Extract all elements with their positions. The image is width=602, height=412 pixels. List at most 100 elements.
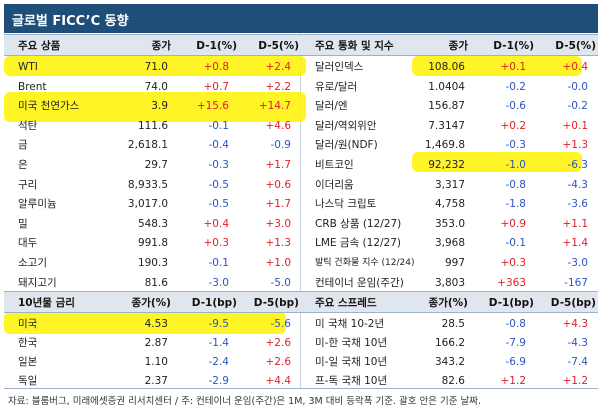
rates-header: 10년물 금리 종가(%) D-1(bp) D-5(bp): [4, 291, 301, 313]
row-d1: -0.1: [208, 119, 230, 132]
row-d1: -0.8: [505, 178, 527, 191]
row-name: 미-한 국채 10년: [315, 337, 388, 349]
table-row: 일본 1.10 -2.4 +2.6: [4, 351, 301, 373]
row-d1: -1.4: [208, 337, 230, 349]
row-close: 3.9: [151, 100, 168, 113]
row-close: 92,232: [428, 159, 465, 171]
row-d5: +0.1: [562, 119, 589, 132]
row-name: 나스닥 크립토: [315, 198, 377, 211]
row-close: 7.3147: [428, 119, 465, 132]
highlight-us-rate: [4, 312, 286, 334]
row-d5: +1.7: [265, 159, 292, 171]
row-close: 81.6: [144, 276, 168, 289]
highlight-natgas: [4, 92, 306, 122]
row-close: 3,968: [434, 237, 465, 250]
row-close: 1.0404: [428, 80, 465, 93]
row-d1: +15.6: [196, 100, 229, 113]
row-d1: +0.9: [500, 217, 527, 230]
row-d5: -4.3: [567, 337, 589, 349]
row-close: 4.53: [144, 318, 168, 330]
header-close: 종가(%): [428, 297, 468, 309]
row-close: 353.0: [434, 217, 465, 230]
row-d5: +1.1: [562, 217, 589, 230]
row-d1: -1.0: [505, 159, 527, 171]
row-d5: +2.6: [265, 337, 292, 349]
bottom-rule: [4, 388, 598, 389]
row-d1: -3.0: [208, 276, 230, 289]
row-d5: -6.3: [567, 159, 589, 171]
row-name: 프-독 국채 10년: [315, 375, 388, 387]
row-d1: -0.5: [208, 178, 230, 191]
row-d5: +14.7: [258, 100, 291, 113]
row-d1: -9.5: [208, 318, 230, 330]
row-name: 소고기: [18, 257, 47, 269]
row-close: 71.0: [144, 61, 168, 73]
row-d1: -7.9: [505, 337, 527, 349]
highlight-bitcoin: [412, 152, 582, 172]
row-d1: +0.7: [203, 80, 230, 93]
row-close: 997: [444, 257, 465, 269]
row-d5: +1.3: [562, 139, 589, 152]
row-name: 비트코인: [315, 159, 354, 171]
table-row: 돼지고기 81.6 -3.0 -5.0: [4, 272, 301, 294]
row-close: 1,469.8: [424, 139, 465, 152]
table-row: 미 국채 10-2년 28.5 -0.8 +4.3: [301, 313, 598, 335]
table-row: 석탄 111.6 -0.1 +4.6: [4, 115, 301, 137]
table-row: CRB 상품 (12/27) 353.0 +0.9 +1.1: [301, 213, 598, 235]
table-row: 한국 2.87 -1.4 +2.6: [4, 332, 301, 354]
table-row: 유로/달러 1.0404 -0.2 -0.0: [301, 76, 598, 98]
table-row: 은 29.7 -0.3 +1.7: [4, 154, 301, 176]
table-row: 소고기 190.3 -0.1 +1.0: [4, 252, 301, 274]
row-close: 190.3: [137, 257, 168, 269]
row-d1: +0.3: [203, 237, 230, 250]
header-d5: D-5(%): [258, 40, 299, 52]
row-close: 3,017.0: [127, 198, 168, 211]
row-d5: +4.6: [265, 119, 292, 132]
row-d5: -0.0: [567, 80, 589, 93]
row-close: 3,803: [434, 276, 465, 289]
row-name: 이더리움: [315, 178, 354, 191]
header-close: 종가: [151, 40, 171, 52]
row-name: 달러인덱스: [315, 61, 364, 73]
table-row: 대두 991.8 +0.3 +1.3: [4, 232, 301, 254]
row-d1: -0.3: [505, 139, 527, 152]
row-d1: -6.9: [505, 356, 527, 368]
table-row: 알루미늄 3,017.0 -0.5 +1.7: [4, 193, 301, 215]
header-d1: D-1(bp): [488, 297, 534, 309]
header-d5: D-5(%): [555, 40, 596, 52]
row-name: 유로/달러: [315, 80, 358, 93]
header-d1: D-1(bp): [191, 297, 237, 309]
row-close: 1.10: [144, 356, 168, 368]
table-row: 나스닥 크립토 4,758 -1.8 -3.6: [301, 193, 598, 215]
row-name: 미 국채 10-2년: [315, 318, 385, 330]
row-name: 석탄: [18, 119, 38, 132]
row-d5: +1.4: [562, 237, 589, 250]
row-d5: -3.6: [567, 198, 589, 211]
table-row: 달러/엔 156.87 -0.6 -0.2: [301, 95, 598, 117]
row-close: 2.87: [144, 337, 168, 349]
row-d5: +1.0: [265, 257, 292, 269]
row-name: 독일: [18, 375, 38, 387]
row-close: 111.6: [137, 119, 168, 132]
table-row: 미-일 국채 10년 343.2 -6.9 -7.4: [301, 351, 598, 373]
row-d5: -4.3: [567, 178, 589, 191]
row-d1: -0.2: [505, 80, 527, 93]
row-d5: -5.6: [270, 318, 292, 330]
table-row: WTI 71.0 +0.8 +2.4: [4, 56, 301, 78]
row-name: WTI: [18, 61, 38, 73]
row-name: 금: [18, 139, 28, 152]
row-name: 알루미늄: [18, 198, 57, 211]
row-d1: -0.6: [505, 100, 527, 113]
row-name: 달러/원(NDF): [315, 139, 378, 152]
header-close: 종가(%): [131, 297, 171, 309]
row-d1: +1.2: [500, 375, 527, 387]
row-name: 일본: [18, 356, 38, 368]
table-row: 미-한 국채 10년 166.2 -7.9 -4.3: [301, 332, 598, 354]
table-row: 달러/역외위안 7.3147 +0.2 +0.1: [301, 115, 598, 137]
row-d1: -0.1: [505, 237, 527, 250]
table-row: 구리 8,933.5 -0.5 +0.6: [4, 174, 301, 196]
row-d5: +4.4: [265, 375, 292, 387]
row-name: 대두: [18, 237, 38, 250]
highlight-dollar-index: [412, 56, 582, 76]
row-name: 돼지고기: [18, 276, 57, 289]
